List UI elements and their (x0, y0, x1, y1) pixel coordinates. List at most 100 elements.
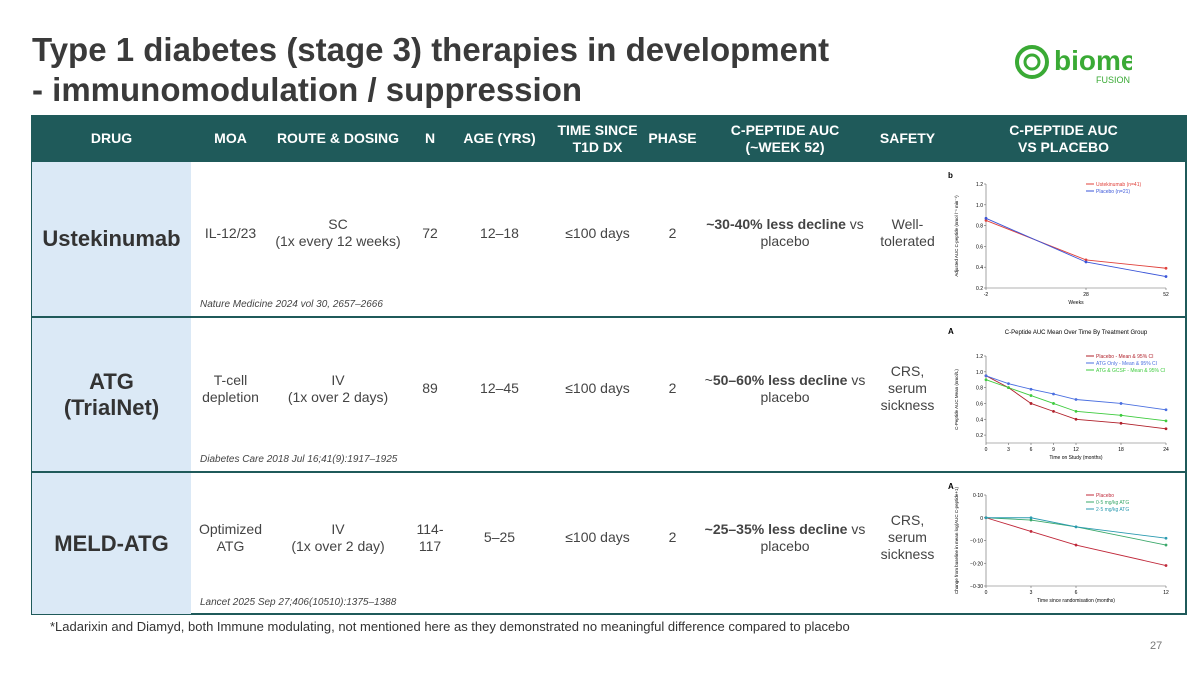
cell-line: ~50–60% less decline vs (705, 372, 866, 389)
time-cell: ≤100 days (545, 162, 650, 304)
title-line: - immunomodulation / suppression (32, 71, 583, 108)
cell-line: 12–45 (480, 380, 519, 396)
point (984, 216, 988, 220)
cell-line: ROUTE & DOSING (276, 130, 400, 146)
cell-line: N (424, 130, 436, 146)
cell-line: (~WEEK 52) (745, 138, 825, 155)
cell-line: placebo (760, 388, 810, 405)
x-axis-label: Time since randomisation (months) (1037, 598, 1115, 604)
n-cell: 89 (406, 318, 454, 459)
point (1164, 543, 1168, 547)
point (1052, 392, 1055, 396)
cell-line: SAFETY (879, 130, 936, 146)
cell-line: 117 (418, 537, 442, 554)
cell-line: Ustekinumab (42, 226, 181, 251)
time-cell: ≤100 days (545, 473, 650, 602)
slide-title: Type 1 diabetes (stage 3) therapies in d… (32, 30, 829, 110)
cell-line: DRUG (90, 130, 133, 146)
prefix: ~ (704, 371, 713, 388)
cell-line: 89 (422, 380, 438, 396)
point (1164, 275, 1168, 278)
cell-line: IL-12/23 (204, 224, 257, 241)
cell-line: 2 (668, 529, 677, 545)
legend-label: Ustekinumab (n=41) (1096, 182, 1141, 188)
point (1074, 409, 1078, 413)
x-tick-label: 12 (1073, 447, 1079, 453)
citation: Diabetes Care 2018 Jul 16;41(9):1917–192… (200, 454, 398, 465)
cell-line: sickness (880, 546, 935, 562)
safety-cell: CRS, serum sickness (875, 473, 940, 602)
point (1029, 394, 1033, 397)
cell-line: C-PEPTIDE AUC (730, 121, 840, 138)
point (1164, 408, 1168, 412)
x-axis-label: Time on Study (months) (1049, 455, 1103, 461)
x-tick-label: 3 (1007, 447, 1010, 453)
cpeptide-cell: ~30-40% less decline vs placebo (695, 162, 875, 304)
x-tick-label: 28 (1083, 292, 1089, 298)
y-tick-label: 0.6 (976, 401, 983, 407)
cell-line: MELD-ATG (54, 530, 169, 556)
cell-line: (1x over 2 days) (287, 388, 389, 405)
row-divider (31, 316, 1187, 318)
title-line: Type 1 diabetes (stage 3) therapies in d… (32, 31, 830, 68)
x-tick-label: 6 (1075, 590, 1078, 596)
cell-line: 114- (416, 520, 444, 537)
column-header: N (406, 115, 454, 162)
point (1029, 530, 1033, 533)
point (1164, 419, 1168, 423)
column-header: MOA (191, 115, 270, 162)
column-header: C-PEPTIDE AUC VS PLACEBO (940, 115, 1187, 162)
legend-label: 0·5 mg/kg ATG (1096, 500, 1129, 506)
y-tick-label: 1.2 (976, 182, 983, 188)
cell-line: ATG (216, 537, 245, 554)
cell-line: (1x every 12 weeks) (275, 233, 401, 249)
x-tick-label: 12 (1163, 590, 1169, 596)
y-tick-label: 0.4 (976, 417, 983, 423)
y-tick-label: 0.8 (976, 386, 983, 392)
age-cell: 12–45 (454, 318, 545, 459)
y-tick-label: −0·20 (970, 561, 983, 567)
time-cell: ≤100 days (545, 318, 650, 459)
column-header: SAFETY (875, 115, 940, 162)
n-cell: 114- 117 (406, 473, 454, 602)
route-cell: SC (1x every 12 weeks) (270, 162, 406, 304)
y-tick-label: 0.2 (976, 433, 983, 439)
y-tick-label: 0.4 (976, 265, 983, 271)
cell-line: C-PEPTIDE AUC (1009, 121, 1118, 138)
series-line (985, 219, 1167, 269)
point (1074, 543, 1078, 547)
y-tick-label: −0·30 (970, 584, 983, 590)
cell-line: VS PLACEBO (1017, 138, 1109, 155)
cell-line: IV (331, 371, 345, 388)
point (1164, 564, 1168, 567)
column-header: TIME SINCE T1D DX (545, 115, 650, 162)
safety-cell: CRS, serum sickness (875, 318, 940, 459)
y-tick-label: 0.8 (976, 224, 983, 230)
panel-label: A (948, 327, 954, 336)
y-tick-label: −0·10 (970, 539, 983, 545)
legend-label: ATG & GCSF - Mean & 95% CI (1096, 368, 1165, 374)
cell-line: ATG (89, 368, 134, 394)
series-line (985, 517, 1167, 566)
row-divider (31, 471, 1187, 473)
route-cell: IV (1x over 2 days) (270, 318, 406, 459)
column-header: AGE (YRS) (454, 115, 545, 162)
age-cell: 12–18 (454, 162, 545, 304)
point (1074, 398, 1078, 401)
y-tick-label: 1.0 (976, 203, 983, 209)
phase-cell: 2 (650, 473, 695, 602)
cell-line: ~25–35% less decline vs (705, 521, 866, 538)
emphasis: ~30-40% less decline (706, 216, 846, 232)
column-header: C-PEPTIDE AUC (~WEEK 52) (695, 115, 875, 162)
point (984, 378, 988, 382)
emphasis: ~25–35% less decline (704, 520, 848, 537)
cell-line: tolerated (880, 233, 935, 249)
phase-cell: 2 (650, 162, 695, 304)
point (1029, 516, 1033, 520)
x-axis-label: Weeks (1068, 300, 1084, 306)
page-number: 27 (1150, 640, 1163, 652)
citation: Lancet 2025 Sep 27;406(10510):1375–1388 (200, 597, 397, 608)
series-line (985, 375, 1167, 411)
legend-label: Placebo (1096, 493, 1114, 499)
y-axis-label: C-Peptide AUC Mean (nmol/L) (954, 369, 959, 430)
